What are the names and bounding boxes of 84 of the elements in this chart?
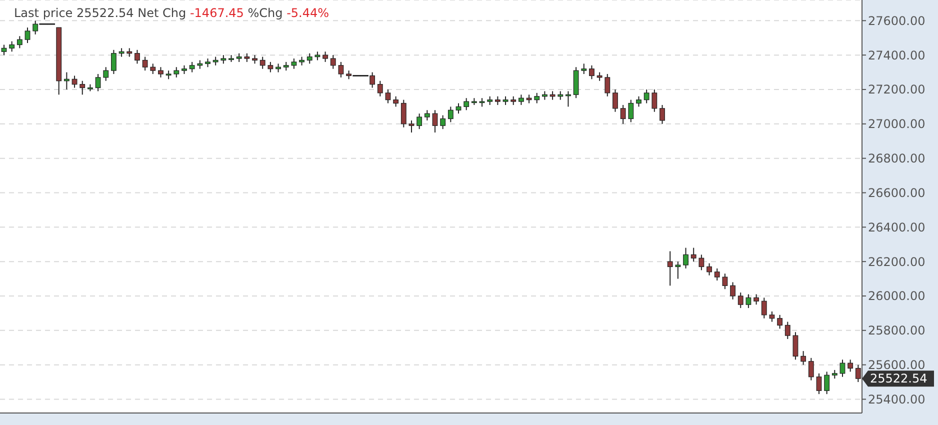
candlestick xyxy=(400,99,406,128)
candlestick xyxy=(628,99,634,123)
candlestick xyxy=(589,64,594,80)
candlestick xyxy=(142,56,148,72)
candlestick xyxy=(581,63,587,74)
candlestick xyxy=(80,80,86,96)
candlestick xyxy=(698,254,704,271)
candlestick xyxy=(848,359,854,372)
text: Last price 25522.54 Net Chg -1467.45 %Chg -5.44% xyxy=(14,6,330,20)
candlestick xyxy=(722,273,728,290)
candlestick xyxy=(111,49,116,74)
candlestick xyxy=(432,110,438,134)
candlestick xyxy=(322,51,328,62)
candlestick xyxy=(150,63,156,74)
candlestick xyxy=(604,73,610,97)
candlestick xyxy=(754,294,759,306)
candlestick xyxy=(660,104,665,124)
candlestick xyxy=(393,96,399,108)
candlestick xyxy=(72,75,78,88)
y-tick-label: 25800.00 xyxy=(868,324,926,338)
candlestick xyxy=(738,292,744,309)
candlestick xyxy=(416,113,422,130)
candlestick xyxy=(675,261,681,280)
text: 25522.54 xyxy=(870,372,928,386)
y-tick-label: 26000.00 xyxy=(868,289,926,304)
y-tick-label: 26400.00 xyxy=(868,220,926,234)
candlestick xyxy=(385,88,391,104)
y-tick-label: 27000.00 xyxy=(868,117,926,132)
candlestick xyxy=(103,66,109,82)
candlestick xyxy=(667,250,673,286)
candlestick xyxy=(518,94,524,106)
candlestick xyxy=(16,36,22,49)
candlestick xyxy=(174,66,180,78)
candlestick xyxy=(456,102,462,114)
candlestick xyxy=(644,88,650,104)
candlestick xyxy=(424,110,430,121)
candlestick xyxy=(824,371,830,395)
candlestick xyxy=(189,61,195,73)
candlestick xyxy=(652,88,658,112)
candlestick xyxy=(268,61,274,73)
candlestick xyxy=(158,66,164,78)
candlestick xyxy=(291,58,297,70)
y-tick-label: 27600.00 xyxy=(868,14,926,28)
candlestick xyxy=(816,372,822,395)
candlestick xyxy=(730,282,736,300)
y-tick-label: 26200.00 xyxy=(868,254,926,269)
candlestick xyxy=(306,52,312,64)
candlestick xyxy=(1,44,7,56)
candlestick xyxy=(338,61,344,78)
y-tick-label: 26800.00 xyxy=(868,152,926,166)
candlestick xyxy=(448,106,454,123)
candlestick xyxy=(792,332,798,360)
candlestick xyxy=(714,268,720,281)
candlestick xyxy=(95,73,101,92)
candlestick xyxy=(534,92,540,104)
candlestick xyxy=(440,114,446,130)
y-tick-label: 27400.00 xyxy=(868,48,926,62)
y-tick-label: 27200.00 xyxy=(868,82,926,97)
y-tick-label: 25600.00 xyxy=(868,358,926,372)
candlestick xyxy=(9,40,15,52)
candlestick xyxy=(777,314,782,330)
y-tick-label: 25400.00 xyxy=(868,392,926,406)
candlestick xyxy=(690,247,696,262)
candlestick xyxy=(64,72,70,90)
candlestick xyxy=(761,297,767,319)
candlestick xyxy=(620,104,626,124)
candlestick xyxy=(330,54,336,70)
candlestick xyxy=(464,98,470,111)
candlestick xyxy=(260,56,266,70)
candlestick xyxy=(24,27,30,44)
candlestick xyxy=(683,247,688,269)
candlestick xyxy=(746,294,752,309)
candlestick xyxy=(377,80,383,97)
candlestick xyxy=(134,49,140,64)
candlestick xyxy=(706,262,712,276)
candlestick xyxy=(784,321,790,340)
candlestick xyxy=(855,364,861,383)
candlestick xyxy=(808,357,814,381)
candlestick xyxy=(612,88,618,112)
candlestick xyxy=(769,310,775,322)
candlestick xyxy=(636,96,642,108)
candlestick xyxy=(800,350,806,366)
y-tick-label: 26600.00 xyxy=(868,186,926,200)
candlestick xyxy=(408,120,414,134)
